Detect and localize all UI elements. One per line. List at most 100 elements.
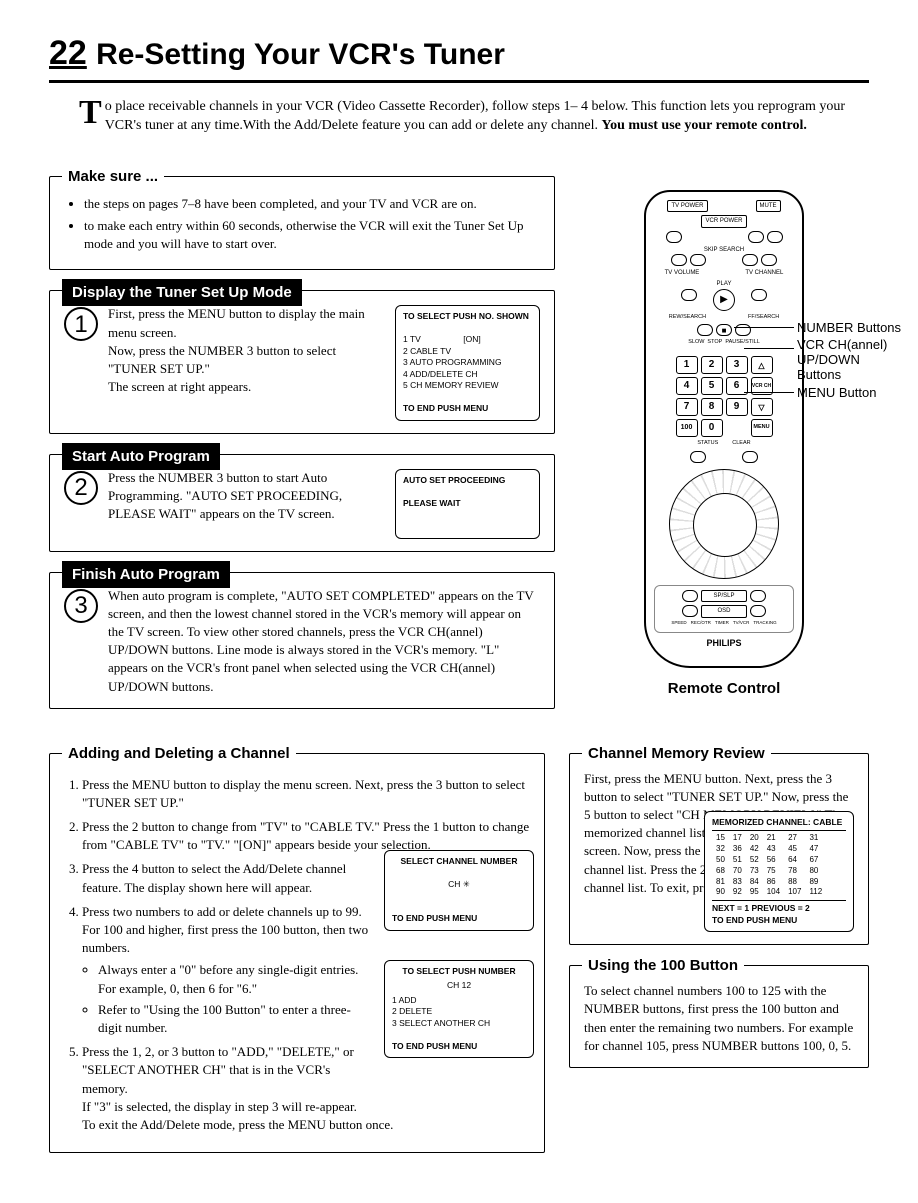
remote-bottom-panel: SP/SLP OSD SPEED REC/OTR TIMER TV/VCR TR… [654,585,794,633]
callout-number: NUMBER Buttons [797,319,901,337]
remote-btn [666,231,682,243]
header: 22 Re-Setting Your VCR's Tuner [49,30,869,83]
add-delete-tail: If "3" is selected, the display in step … [82,1098,530,1134]
cell: 92 [729,887,746,898]
make-sure-item: to make each entry within 60 seconds, ot… [84,217,540,253]
intro-paragraph: T o place receivable channels in your VC… [79,97,869,136]
tv-line: PLEASE WAIT [403,498,461,508]
step1-tv-screen: TO SELECT PUSH NO. SHOWN 1 TV [ON] 2 CAB… [395,305,540,420]
cell: 15 [712,833,729,844]
main-columns: Make sure ... the steps on pages 7–8 hav… [49,160,869,729]
cell: 80 [805,866,826,877]
cell: 107 [784,887,805,898]
tv-mid: CH 12 [447,980,471,990]
page-number: 22 [49,30,87,78]
remote-label: TRACKING [753,621,776,626]
cell: 64 [784,855,805,866]
callout-line [744,348,794,349]
memory-review-title: Channel Memory Review [582,743,771,764]
remote-side-btn: ▽ [751,398,773,416]
add-delete-item: Press the 2 button to change from "TV" t… [82,818,530,854]
cell: 52 [746,855,763,866]
step1: 1 First, press the MENU button to displa… [64,305,540,420]
remote-num-btn: 4 [676,377,698,395]
remote-label: CLEAR [732,440,750,448]
tv-header: SELECT CHANNEL NUMBER [401,856,518,866]
step2-box: Start Auto Program 2 Press the NUMBER 3 … [49,454,555,552]
tv-footer: TO END PUSH MENU [392,1041,477,1051]
cell: 88 [784,877,805,888]
add-delete-sublist: Always enter a "0" before any single-dig… [82,961,370,1037]
remote-control: TV POWER MUTE VCR POWER SKIP SEARCH TV V… [644,190,804,668]
cell: 47 [805,844,826,855]
memory-review-box: Channel Memory Review First, press the M… [569,753,869,946]
tv-line: 5 CH MEMORY REVIEW [403,380,499,390]
using-100-text: To select channel numbers 100 to 125 wit… [584,982,854,1055]
cell: 86 [763,877,784,888]
remote-label: PAUSE/STILL [725,339,759,347]
remote-num-btn: 7 [676,398,698,416]
remote-btn [751,289,767,301]
callout-line [734,327,794,328]
callout-vcrch: VCR CH(annel) UP/DOWN Buttons [797,338,907,383]
cell: 90 [712,887,729,898]
tv-footer: TO END PUSH MENU [712,915,797,925]
cell: 51 [729,855,746,866]
make-sure-item: the steps on pages 7–8 have been complet… [84,195,540,213]
callout-line [744,392,794,393]
cell: 45 [784,844,805,855]
add-delete-tv2: TO SELECT PUSH NUMBER CH 12 1 ADD 2 DELE… [384,960,534,1058]
tv-footer: NEXT = 1 PREVIOUS = 2 [712,903,810,913]
remote-num-btn: 100 [676,419,698,437]
remote-btn [761,254,777,266]
remote-btn: MUTE [756,200,781,212]
cell: 32 [712,844,729,855]
remote-brand: PHILIPS [654,637,794,650]
remote-btn [682,605,698,617]
remote-num-btn: 8 [701,398,723,416]
remote-btn [750,590,766,602]
cell: 36 [729,844,746,855]
add-delete-subitem: Always enter a "0" before any single-dig… [98,961,370,997]
memory-table: 151720212731 323642434547 505152566467 6… [712,833,826,898]
tv-header: MEMORIZED CHANNEL: CABLE [712,817,842,827]
remote-side-btn: MENU [751,419,773,437]
cell: 68 [712,866,729,877]
step2: 2 Press the NUMBER 3 button to start Aut… [64,469,540,539]
add-delete-title: Adding and Deleting a Channel [62,743,296,764]
remote-num-btn: 3 [726,356,748,374]
add-delete-subitem: Refer to "Using the 100 Button" to enter… [98,1001,370,1037]
remote-btn: SP/SLP [701,590,747,602]
cell: 112 [805,887,826,898]
steps-column: Make sure ... the steps on pages 7–8 hav… [49,160,555,729]
cell: 21 [763,833,784,844]
tv-line: 1 ADD [392,995,417,1005]
add-delete-item-text: Press two numbers to add or delete chann… [82,904,368,955]
remote-label: TV/VCR [733,621,750,626]
remote-column: TV POWER MUTE VCR POWER SKIP SEARCH TV V… [579,160,869,699]
tv-line: 1 TV [ON] [403,334,481,344]
page: 22 Re-Setting Your VCR's Tuner T o place… [49,30,869,1173]
cell: 20 [746,833,763,844]
remote-label: REW/SEARCH [669,314,706,322]
tv-footer: TO END PUSH MENU [403,403,488,413]
step3-box: Finish Auto Program 3 When auto program … [49,572,555,709]
remote-btn [690,254,706,266]
remote-label: TIMER [715,621,729,626]
remote-btn [748,231,764,243]
remote-btn [671,254,687,266]
cell: 31 [805,833,826,844]
add-delete-item: Press the MENU button to display the men… [82,776,530,812]
remote-label: REC/OTR [691,621,711,626]
cell: 17 [729,833,746,844]
cell: 42 [746,844,763,855]
remote-label: TV CHANNEL [745,269,783,277]
step3: 3 When auto program is complete, "AUTO S… [64,587,540,696]
remote-label: STOP [707,339,722,347]
remote-btn [681,289,697,301]
step1-box: Display the Tuner Set Up Mode 1 First, p… [49,290,555,433]
step2-text: Press the NUMBER 3 button to start Auto … [108,469,383,524]
cell: 50 [712,855,729,866]
add-delete-box: Adding and Deleting a Channel SELECT CHA… [49,753,545,1153]
remote-caption: Remote Control [579,678,869,699]
